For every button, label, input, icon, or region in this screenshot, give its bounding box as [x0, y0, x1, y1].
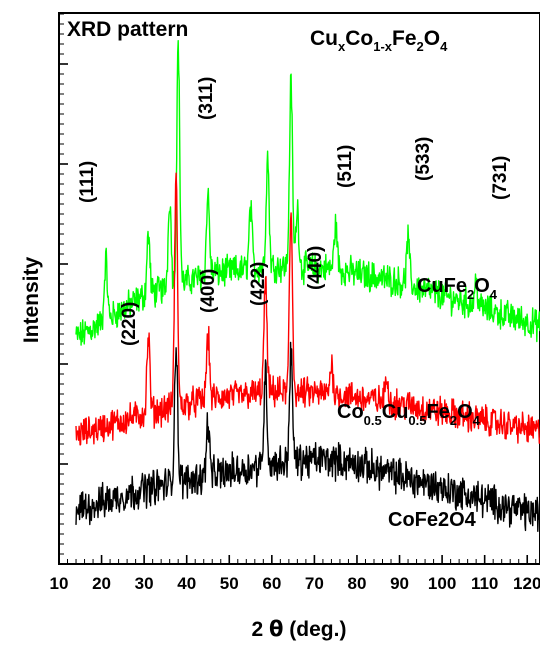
x-tick-label: 80 [348, 574, 367, 593]
formula-label: CuxCo1-xFe2O4 [310, 27, 448, 54]
peak-label-311: (311) [196, 77, 217, 120]
x-tick-label: 50 [220, 574, 239, 593]
series-label-cofe2o4: CoFe2O4 [388, 509, 477, 531]
series-line-cofe2o4 [75, 341, 540, 532]
x-axis-ticks: 10 20 30 40 50 60 70 80 90 100 110 120 [50, 555, 540, 593]
series-line-co0.5cu0.5fe2o4 [75, 172, 540, 446]
peak-label-533: (533) [413, 137, 434, 181]
y-axis-ticks [59, 13, 68, 565]
series-line-cufe2o4 [75, 40, 540, 346]
x-tick-label: 40 [177, 574, 196, 593]
plot-frame [58, 12, 540, 565]
peak-label-440: (440) [305, 246, 326, 290]
x-tick-label: 100 [428, 574, 456, 593]
peak-label-422: (422) [248, 262, 269, 306]
peak-label-400: (400) [198, 269, 219, 313]
x-tick-label: 70 [305, 574, 324, 593]
x-axis-label: 2 θ (deg.) [252, 617, 347, 641]
x-tick-label: 90 [390, 574, 409, 593]
peak-label-511: (511) [335, 145, 356, 188]
y-axis-label: Intensity [20, 257, 43, 344]
x-tick-label: 120 [513, 574, 540, 593]
peak-label-111: (111) [77, 161, 98, 203]
series-label-co0.5cu0.5fe2o4: Co0.5Cu0.5Fe2O4 [337, 401, 481, 428]
x-tick-label: 20 [92, 574, 111, 593]
chart-title: XRD pattern [67, 18, 188, 41]
series-label-cufe2o4: CuFe2O4 [417, 275, 498, 302]
x-tick-label: 60 [262, 574, 281, 593]
x-tick-label: 10 [50, 574, 69, 593]
peak-label-220: (220) [119, 302, 140, 346]
series-layer [75, 40, 540, 532]
peak-label-731: (731) [490, 156, 511, 200]
x-tick-label: 30 [135, 574, 154, 593]
x-tick-label: 110 [471, 574, 498, 593]
